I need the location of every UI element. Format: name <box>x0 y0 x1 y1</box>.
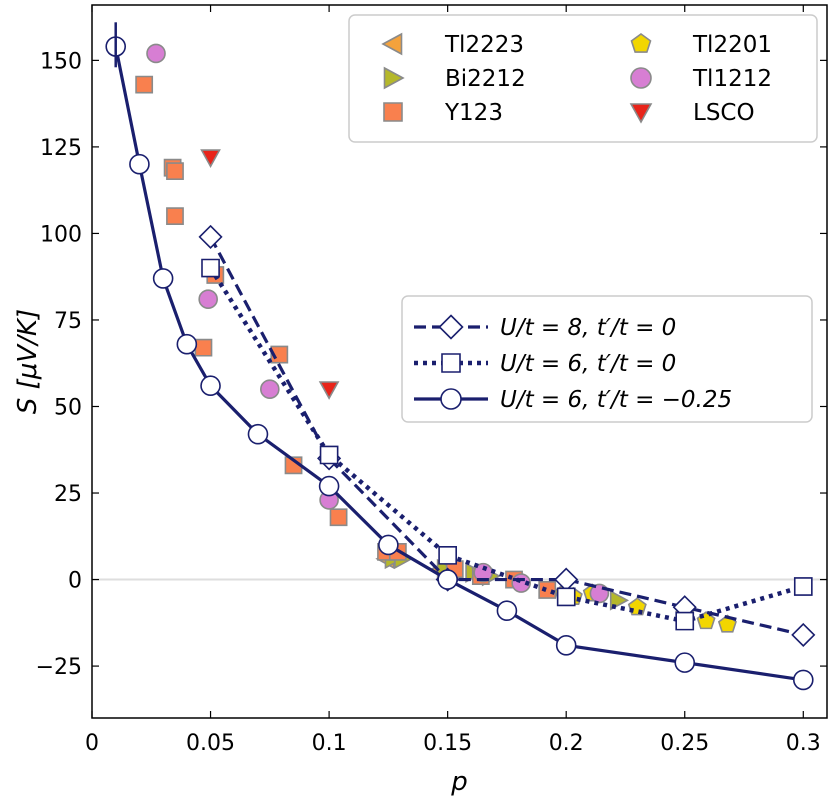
x-tick-label: 0.1 <box>312 731 347 756</box>
model-point-6 <box>791 622 816 647</box>
legend-marker-model <box>438 314 464 340</box>
y-tick-label: 150 <box>40 49 82 74</box>
y-tick-label: −25 <box>36 655 82 680</box>
model-point-8 <box>437 569 458 590</box>
legend-box <box>348 14 818 143</box>
legend-label-tl2223: Tl2223 <box>444 32 524 58</box>
x-tick-label: 0.3 <box>786 731 821 756</box>
data-point-tl1212 <box>198 289 218 309</box>
data-point-y123 <box>329 508 348 527</box>
plot-frame <box>91 4 828 719</box>
y-tick-label: 50 <box>54 395 82 420</box>
legend-label-model: U/t = 6, t′/t = 0 <box>500 351 676 377</box>
legend-marker-tl2223 <box>381 32 403 56</box>
model-point-8 <box>129 153 150 175</box>
model-point-8 <box>496 600 518 622</box>
data-point-lsco <box>318 381 340 400</box>
model-point-8 <box>792 669 814 691</box>
data-point-lsco <box>200 149 221 168</box>
legend-marker-model <box>441 353 461 373</box>
y-tick-label: 100 <box>40 222 82 247</box>
legend-marker-model <box>440 388 462 410</box>
legend-marker-tl1212 <box>630 67 652 89</box>
series-lsco <box>200 149 340 400</box>
x-axis-label: p <box>450 767 468 797</box>
model-series-7 <box>201 258 813 631</box>
model-series-8 <box>105 36 814 691</box>
x-tick-label: 0.05 <box>186 731 235 756</box>
legend-label-lsco: LSCO <box>693 100 755 126</box>
model-point-8 <box>378 534 399 556</box>
model-point-7 <box>675 611 695 631</box>
model-point-8 <box>674 652 696 673</box>
legend-label-bi2212: Bi2212 <box>445 66 526 92</box>
model-point-7 <box>319 445 339 465</box>
y-tick-label: 125 <box>40 136 82 161</box>
model-point-8 <box>555 635 577 656</box>
x-tick-label: 0.15 <box>423 731 472 756</box>
legend-label-y123: Y123 <box>444 100 503 126</box>
legend-label-tl2201: Tl2201 <box>692 32 772 58</box>
legend-model: U/t = 8, t′/t = 0 U/t = 6, t′/t = 0 U/t = … <box>401 295 813 423</box>
model-point-7 <box>793 577 813 596</box>
model-point-8 <box>200 375 221 397</box>
x-tick-label: 0 <box>85 731 99 756</box>
data-point-tl1212 <box>146 43 166 64</box>
data-point-tl1212 <box>260 379 280 399</box>
legend-label-model: U/t = 6, t′/t = −0.25 <box>500 387 732 413</box>
model-point-7 <box>438 545 457 565</box>
y-tick-label: 25 <box>54 482 82 507</box>
x-tick-label: 0.2 <box>549 731 584 756</box>
legend-marker-lsco <box>629 103 653 124</box>
data-point-y123 <box>135 75 154 94</box>
y-tick-label: 0 <box>68 569 82 594</box>
data-point-y123 <box>166 162 184 181</box>
series-tl2201 <box>554 583 737 633</box>
series-tl1212 <box>146 43 610 604</box>
legend-label-model: U/t = 8, t′/t = 0 <box>500 315 676 341</box>
model-point-6 <box>198 224 223 249</box>
model-point-8 <box>152 268 174 289</box>
model-point-8 <box>318 475 340 497</box>
y-axis-label: S [μV/K] <box>13 309 43 414</box>
data-point-y123 <box>166 207 184 226</box>
legend-marker-tl2201 <box>630 33 652 53</box>
legend-marker-y123 <box>383 102 403 122</box>
model-point-7 <box>201 258 220 278</box>
model-point-8 <box>176 333 198 355</box>
x-tick-label: 0.25 <box>660 731 709 756</box>
legend-marker-bi2212 <box>383 66 405 90</box>
model-point-6 <box>554 567 579 592</box>
data-point-y123 <box>194 338 213 357</box>
model-point-7 <box>556 587 576 607</box>
legend-box <box>401 295 813 423</box>
y-tick-label: 75 <box>54 309 82 334</box>
legend-experimental: Tl2223 Bi2212 Y123 Tl2201 Tl1212 LSCO <box>348 14 818 143</box>
legend-label-tl1212: Tl1212 <box>692 66 772 92</box>
model-point-8 <box>247 423 269 445</box>
